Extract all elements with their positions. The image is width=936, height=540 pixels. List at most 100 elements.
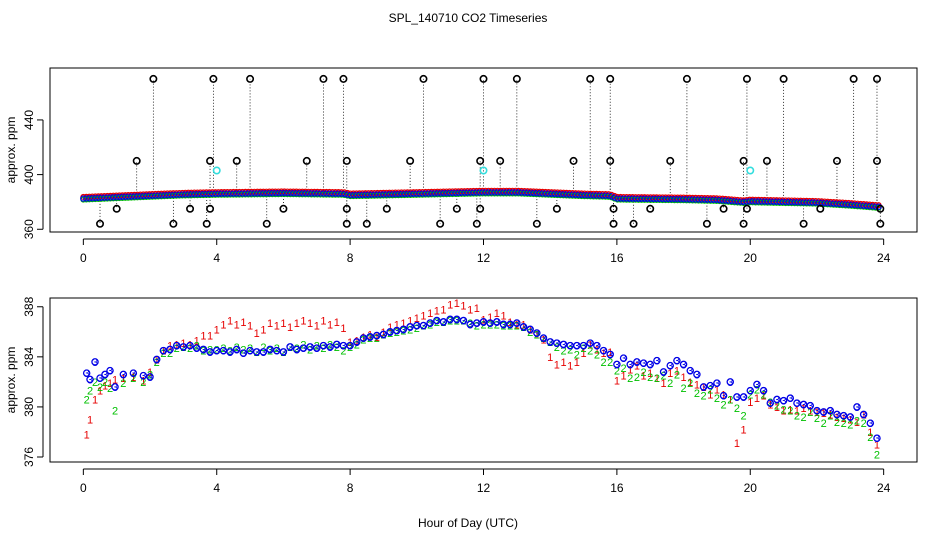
series-2-point: 2 [661, 371, 667, 383]
series-1-point: 1 [87, 414, 93, 426]
series-2-point: 2 [774, 401, 780, 413]
series-2-point: 2 [247, 343, 253, 355]
top-series-3-point [377, 191, 384, 198]
series-2-point: 2 [620, 363, 626, 375]
series-3-circle-point [633, 358, 641, 366]
series-1-point: 1 [267, 318, 273, 330]
series-3-point: 3 [734, 392, 740, 404]
y-tick-label: 400 [22, 164, 36, 184]
series-2-point: 2 [821, 418, 827, 430]
series-1-point: 1 [794, 406, 800, 418]
series-3-circle-point [246, 346, 254, 355]
series-3-circle-point [433, 316, 441, 325]
top-series-3-point [290, 189, 297, 197]
top-series-3-point [587, 192, 594, 199]
series-3-circle-point [713, 379, 721, 387]
series-2-point: 2 [814, 413, 820, 425]
series-3-point: 3 [360, 333, 366, 345]
series-3-circle-point [746, 386, 755, 395]
x-tick-label: 8 [347, 481, 354, 495]
series-1-point: 1 [187, 339, 193, 351]
series-3-point: 3 [834, 409, 840, 421]
y-tick-label: 380 [22, 397, 36, 417]
series-2-point: 2 [681, 383, 687, 395]
bottom-x-axis-title: Hour of Day (UTC) [418, 516, 518, 530]
top-spike-marker [739, 219, 748, 228]
series-3-circle-point [813, 406, 821, 415]
series-1-point: 1 [594, 344, 600, 356]
top-series-3-point [155, 192, 162, 199]
series-1-point: 1 [861, 409, 867, 421]
top-series-3-point [842, 201, 849, 208]
top-series-3-point [140, 192, 147, 200]
series-3-point: 3 [580, 341, 586, 353]
series-3-circle-point [393, 326, 401, 335]
top-series-3-point [515, 189, 522, 196]
top-series-3-point [821, 199, 828, 207]
series-2-point: 2 [200, 346, 206, 358]
top-series-3-point [791, 198, 798, 206]
series-2-point: 2 [701, 391, 707, 403]
series-3-circle-point [232, 345, 241, 354]
top-series-3-point [197, 190, 204, 198]
series-1-point: 1 [667, 368, 673, 380]
top-series-3-point [650, 195, 657, 203]
series-1-point: 1 [320, 316, 326, 328]
series-2-point: 2 [854, 416, 860, 428]
series-1-point: 1 [681, 372, 687, 384]
series-3-point: 3 [627, 359, 633, 371]
series-1-point: 1 [97, 386, 103, 398]
top-series-3-point [479, 189, 486, 196]
top-series-3-point [80, 195, 87, 202]
series-2-point: 2 [741, 411, 747, 423]
series-3-point: 3 [701, 382, 707, 394]
series-1-point: 1 [300, 316, 306, 328]
series-3-circle-point [739, 393, 748, 401]
top-spike-marker [606, 156, 615, 165]
top-series-3-point [386, 191, 393, 198]
series-2-point: 2 [394, 327, 400, 339]
top-series-3-point [722, 197, 729, 204]
series-3-circle-point [82, 369, 91, 377]
top-series-3-point [779, 198, 786, 206]
series-2-point: 2 [347, 342, 353, 354]
series-3-point: 3 [874, 433, 880, 445]
series-3-circle-point [366, 333, 374, 341]
top-series-3-point [317, 190, 324, 197]
top-series-3-point [542, 190, 549, 197]
top-series-3-point [503, 189, 510, 196]
series-3-point: 3 [92, 357, 98, 369]
top-series-3-point [596, 192, 603, 199]
series-2-point: 2 [834, 417, 840, 429]
series-2-point: 2 [140, 377, 146, 389]
top-spike-marker [96, 219, 105, 228]
y-tick-label: 388 [22, 296, 36, 316]
top-series-3-point [206, 190, 213, 198]
series-3-circle-point [466, 320, 474, 329]
series-2-point: 2 [447, 316, 453, 328]
series-2-point: 2 [112, 406, 118, 418]
top-spike-marker [302, 156, 311, 165]
top-series-3-point [686, 196, 693, 203]
top-series-3-point [416, 190, 423, 197]
series-1-point: 1 [194, 336, 200, 348]
series-3-point: 3 [120, 369, 126, 381]
top-spike-marker [609, 204, 618, 213]
top-series-3-point [488, 189, 495, 196]
series-3-circle-point [406, 323, 414, 331]
top-series-3-point [221, 190, 228, 197]
top-series-3-point [755, 198, 762, 205]
top-spike-marker [832, 156, 841, 165]
top-series-3-point [215, 190, 222, 197]
series-3-point: 3 [227, 347, 233, 359]
series-1-point: 1 [867, 427, 873, 439]
series-3-point: 3 [787, 393, 793, 405]
series-3-circle-point [379, 330, 388, 339]
series-3-circle-point [806, 401, 815, 410]
series-3-point: 3 [234, 344, 240, 356]
series-1-point: 1 [407, 316, 413, 328]
series-3-circle-point [559, 340, 568, 349]
top-cyan-marker [479, 166, 488, 175]
series-1-point: 1 [380, 327, 386, 339]
